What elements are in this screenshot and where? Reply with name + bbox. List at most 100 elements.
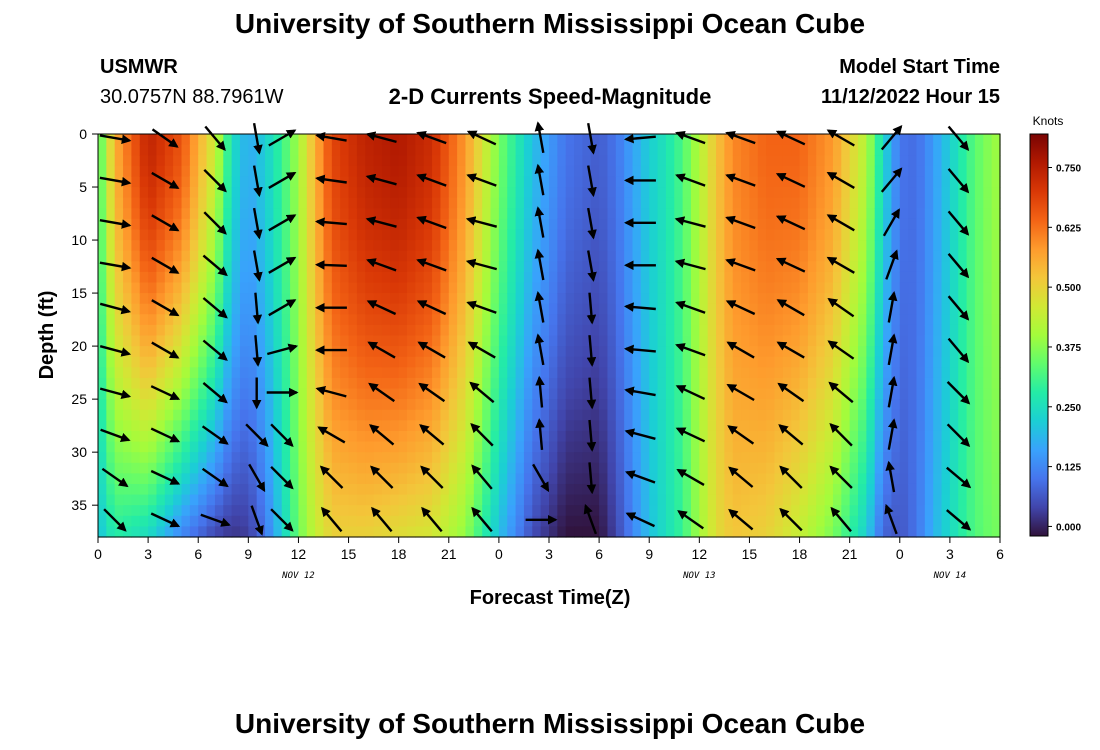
heatmap-cell bbox=[816, 250, 826, 262]
heatmap-cell bbox=[423, 303, 433, 315]
heatmap-cell bbox=[490, 452, 500, 464]
heatmap-cell bbox=[223, 155, 233, 167]
heatmap-cell bbox=[290, 430, 300, 443]
heatmap-cell bbox=[440, 420, 450, 432]
heatmap-cell bbox=[816, 483, 826, 496]
heatmap-cell bbox=[523, 515, 533, 527]
heatmap-cell bbox=[690, 515, 700, 527]
x-tick-label: 0 bbox=[896, 546, 904, 562]
heatmap-cell bbox=[139, 240, 149, 252]
heatmap-cell bbox=[565, 314, 575, 326]
heatmap-cell bbox=[181, 197, 191, 209]
heatmap-cell bbox=[883, 388, 893, 400]
heatmap-cell bbox=[966, 377, 976, 390]
heatmap-cell bbox=[883, 218, 893, 231]
heatmap-cell bbox=[615, 218, 625, 231]
heatmap-cell bbox=[690, 356, 700, 368]
heatmap-cell bbox=[482, 240, 492, 252]
heatmap-cell bbox=[983, 452, 993, 464]
heatmap-cell bbox=[131, 271, 141, 284]
heatmap-cell bbox=[782, 367, 792, 379]
heatmap-cell bbox=[565, 430, 575, 443]
current-vector-arrow bbox=[416, 173, 447, 187]
current-vector-arrow bbox=[268, 256, 297, 274]
heatmap-cell bbox=[507, 303, 517, 315]
heatmap-cell bbox=[381, 197, 391, 209]
heatmap-cell bbox=[189, 377, 199, 390]
heatmap-cell bbox=[599, 271, 609, 284]
heatmap-cell bbox=[440, 409, 450, 421]
heatmap-cell bbox=[924, 367, 934, 379]
heatmap-cell bbox=[139, 197, 149, 209]
heatmap-cell bbox=[198, 218, 208, 231]
heatmap-cell bbox=[148, 505, 158, 517]
heatmap-cell bbox=[615, 388, 625, 400]
heatmap-cell bbox=[565, 473, 575, 485]
heatmap-cell bbox=[941, 420, 951, 432]
heatmap-cell bbox=[966, 324, 976, 337]
heatmap-cell bbox=[632, 483, 642, 496]
heatmap-cell bbox=[189, 324, 199, 337]
heatmap-cell bbox=[949, 250, 959, 262]
heatmap-cell bbox=[490, 176, 500, 188]
heatmap-cell bbox=[407, 452, 416, 464]
heatmap-cell bbox=[440, 229, 450, 241]
heatmap-cell bbox=[699, 218, 709, 231]
current-vector-arrow bbox=[725, 300, 756, 316]
heatmap-cell bbox=[807, 356, 817, 368]
heatmap-cell bbox=[883, 526, 893, 538]
heatmap-cell bbox=[707, 356, 717, 368]
heatmap-cell bbox=[699, 356, 709, 368]
current-vector-arrow bbox=[314, 260, 347, 270]
heatmap-cell bbox=[816, 441, 826, 453]
heatmap-cell bbox=[883, 165, 893, 178]
heatmap-cell bbox=[114, 197, 124, 209]
heatmap-cell bbox=[198, 526, 208, 538]
heatmap-cell bbox=[874, 441, 884, 453]
heatmap-cell bbox=[816, 409, 826, 421]
heatmap-cell bbox=[574, 483, 584, 496]
heatmap-cell bbox=[356, 505, 366, 517]
heatmap-cell bbox=[682, 409, 692, 421]
heatmap-cell bbox=[432, 155, 442, 167]
current-vector-arrow bbox=[532, 463, 550, 493]
heatmap-cell bbox=[974, 473, 984, 485]
heatmap-cell bbox=[231, 155, 241, 167]
heatmap-cell bbox=[749, 494, 759, 506]
heatmap-cell bbox=[365, 303, 375, 315]
heatmap-cell bbox=[532, 526, 542, 538]
heatmap-cell bbox=[523, 293, 533, 305]
heatmap-cell bbox=[983, 261, 993, 273]
current-vector-arrow bbox=[947, 210, 970, 236]
heatmap-cell bbox=[306, 282, 316, 294]
heatmap-cell bbox=[448, 282, 458, 294]
heatmap-cell bbox=[407, 494, 416, 506]
heatmap-cell bbox=[231, 324, 241, 337]
heatmap-cell bbox=[774, 282, 784, 294]
heatmap-cell bbox=[749, 314, 759, 326]
heatmap-cell bbox=[381, 314, 391, 326]
heatmap-cell bbox=[824, 346, 834, 358]
heatmap-cell bbox=[749, 250, 759, 262]
heatmap-cell bbox=[265, 356, 274, 368]
current-vector-arrow bbox=[779, 507, 803, 532]
heatmap-cell bbox=[340, 452, 350, 464]
heatmap-cell bbox=[415, 483, 425, 496]
heatmap-cell bbox=[507, 388, 517, 400]
heatmap-cell bbox=[273, 324, 283, 337]
heatmap-cell bbox=[933, 240, 943, 252]
heatmap-cell bbox=[173, 494, 183, 506]
heatmap-cell bbox=[248, 197, 258, 209]
heatmap-cell bbox=[983, 430, 993, 443]
heatmap-cell bbox=[707, 197, 717, 209]
heatmap-cell bbox=[306, 335, 316, 347]
heatmap-cell bbox=[949, 377, 959, 390]
heatmap-cell bbox=[415, 346, 425, 358]
heatmap-cell bbox=[415, 187, 425, 199]
heatmap-cell bbox=[674, 494, 684, 506]
heatmap-cell bbox=[256, 452, 266, 464]
heatmap-cell bbox=[173, 409, 183, 421]
heatmap-cell bbox=[899, 505, 909, 517]
heatmap-cell bbox=[340, 155, 350, 167]
heatmap-cell bbox=[306, 377, 316, 390]
